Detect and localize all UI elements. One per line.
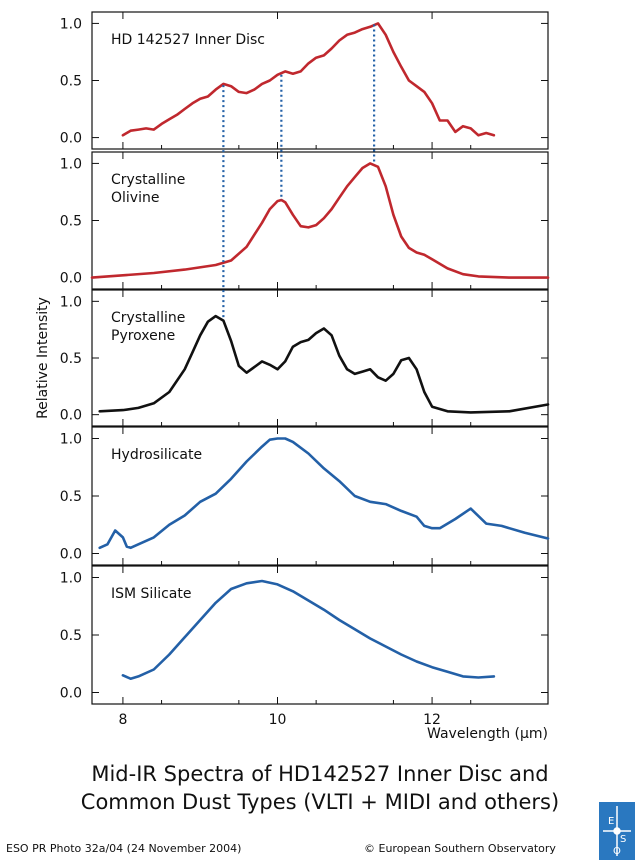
y-tick-label: 0.5 xyxy=(60,214,82,230)
panel-title: Crystalline xyxy=(111,310,185,326)
y-tick-label: 1.0 xyxy=(60,294,82,310)
series-line xyxy=(98,314,550,414)
series-line xyxy=(98,437,550,550)
y-tick-label: 0.5 xyxy=(60,489,82,505)
panel-title: Hydrosilicate xyxy=(111,447,202,463)
caption-line-2: Common Dust Types (VLTI + MIDI and other… xyxy=(80,790,560,814)
y-tick-label: 0.0 xyxy=(60,131,82,147)
y-tick-label: 0.0 xyxy=(60,686,82,702)
panel-title: Olivine xyxy=(111,190,159,206)
series-line xyxy=(90,162,550,279)
series-line xyxy=(121,22,496,137)
panel-title: Pyroxene xyxy=(111,328,175,344)
copyright-notice: © European Southern Observatory xyxy=(364,842,556,855)
y-tick-label: 0.0 xyxy=(60,408,82,424)
y-tick-label: 1.0 xyxy=(60,432,82,448)
y-tick-label: 0.0 xyxy=(60,271,82,287)
y-axis-label: Relative Intensity xyxy=(35,297,51,419)
svg-text:E: E xyxy=(608,816,614,827)
svg-text:S: S xyxy=(620,834,626,845)
caption-line-1: Mid-IR Spectra of HD142527 Inner Disc an… xyxy=(91,762,549,786)
x-tick-label: 12 xyxy=(423,712,441,728)
panel-title: ISM Silicate xyxy=(111,586,191,602)
y-tick-label: 1.0 xyxy=(60,16,82,32)
x-tick-label: 10 xyxy=(269,712,287,728)
panel-title: Crystalline xyxy=(111,172,185,188)
svg-text:O: O xyxy=(613,846,621,857)
panel-title: HD 142527 Inner Disc xyxy=(111,32,265,48)
y-tick-label: 1.0 xyxy=(60,571,82,587)
y-tick-label: 0.5 xyxy=(60,351,82,367)
spectra-chart: 0.0 0.5 1.0 HD 142527 Inner Disc 0.0 0.5 1.0 Cr… xyxy=(35,11,550,742)
y-tick-label: 0.0 xyxy=(60,547,82,563)
photo-credit: ESO PR Photo 32a/04 (24 November 2004) xyxy=(6,842,242,855)
y-tick-label: 0.5 xyxy=(60,74,82,90)
y-tick-label: 1.0 xyxy=(60,156,82,172)
x-axis-label: Wavelength (µm) xyxy=(427,726,548,742)
series-line xyxy=(121,579,496,681)
y-tick-label: 0.5 xyxy=(60,628,82,644)
x-tick-label: 8 xyxy=(118,712,127,728)
eso-logo: E S O xyxy=(599,802,635,860)
